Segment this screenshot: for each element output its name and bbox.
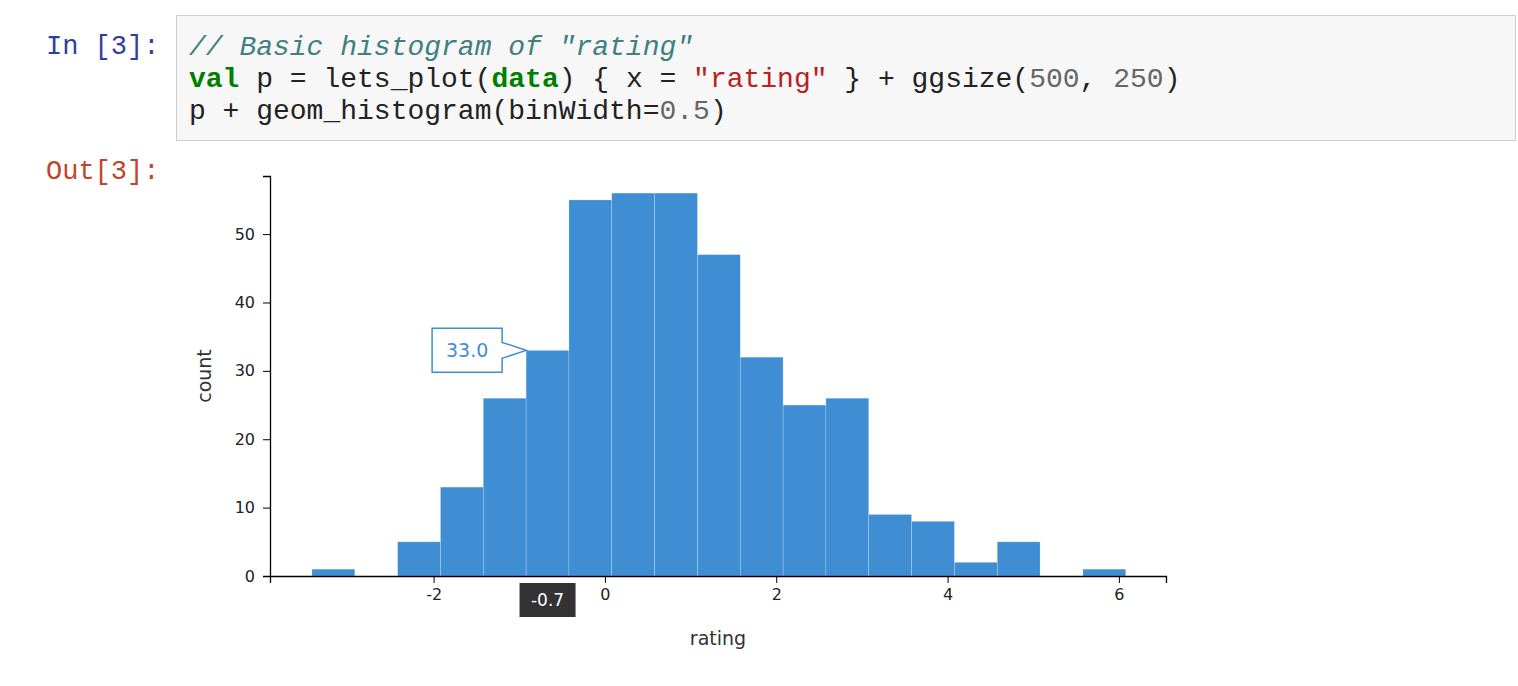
x-tick-mark bbox=[434, 576, 435, 583]
y-tick: 50 bbox=[235, 225, 270, 244]
y-tick: 30 bbox=[235, 361, 270, 380]
histogram-bar[interactable] bbox=[612, 193, 655, 576]
x-tick-label: 0 bbox=[600, 585, 610, 604]
tooltip-box bbox=[432, 328, 526, 372]
y-tick: 10 bbox=[235, 498, 270, 517]
code-token: p = lets_plot( bbox=[239, 64, 491, 95]
tooltip-text: 33.0 bbox=[446, 339, 488, 361]
y-axis-title: count bbox=[193, 349, 215, 403]
x-tick-mark bbox=[948, 576, 949, 583]
y-tick-label: 20 bbox=[235, 430, 255, 449]
y-tick-label: 10 bbox=[235, 498, 255, 517]
y-axis: 0 10 20 30 40 50 bbox=[235, 177, 271, 586]
output-prompt: Out[3]: bbox=[46, 156, 159, 188]
code-line: p + geom_histogram(binWidth=0.5) bbox=[189, 96, 1180, 128]
code-token: val bbox=[189, 64, 239, 95]
histogram-bar[interactable] bbox=[869, 514, 912, 576]
code-cell[interactable]: // Basic histogram of "rating"val p = le… bbox=[176, 15, 1516, 141]
y-tick-label: 0 bbox=[245, 567, 255, 586]
x-tick: 4 bbox=[943, 576, 953, 604]
code-token: 250 bbox=[1113, 64, 1163, 95]
y-tick: 40 bbox=[235, 293, 270, 312]
histogram-bar[interactable] bbox=[569, 200, 612, 576]
code-token: ) bbox=[710, 96, 727, 127]
y-tick-mark bbox=[263, 234, 270, 235]
axis-tooltip-box bbox=[520, 583, 576, 617]
code-token: 0.5 bbox=[659, 96, 709, 127]
code-token: data bbox=[491, 64, 558, 95]
y-tick-label: 50 bbox=[235, 225, 255, 244]
histogram-bar[interactable] bbox=[783, 405, 826, 576]
tooltip: 33.0 bbox=[432, 328, 526, 372]
code-line: val p = lets_plot(data) { x = "rating" }… bbox=[189, 64, 1180, 96]
x-tick-mark bbox=[776, 576, 777, 583]
histogram-bar[interactable] bbox=[740, 357, 783, 576]
histogram-bar[interactable] bbox=[954, 562, 997, 576]
code-token: // Basic histogram of "rating" bbox=[189, 32, 693, 63]
code-token: p + geom_histogram(binWidth= bbox=[189, 96, 659, 127]
y-tick-label: 40 bbox=[235, 293, 255, 312]
bars bbox=[312, 193, 1126, 576]
x-tick: 0 bbox=[600, 576, 610, 604]
histogram-bar[interactable] bbox=[526, 350, 569, 576]
code-token: } + ggsize( bbox=[828, 64, 1030, 95]
y-tick-mark bbox=[263, 576, 270, 577]
histogram-bar[interactable] bbox=[483, 398, 526, 576]
x-tick-mark bbox=[1119, 576, 1120, 583]
code-line: // Basic histogram of "rating" bbox=[189, 32, 1180, 64]
x-axis-title: rating bbox=[690, 627, 746, 649]
axis-tooltip-text: -0.7 bbox=[531, 590, 564, 610]
input-prompt: In [3]: bbox=[46, 31, 159, 63]
axis-tooltip: -0.7 bbox=[520, 583, 576, 617]
code: // Basic histogram of "rating"val p = le… bbox=[189, 32, 1180, 128]
code-token: ) bbox=[1164, 64, 1181, 95]
x-axis: -2 0 2 4 6 bbox=[271, 576, 1167, 604]
histogram-bar[interactable] bbox=[697, 255, 740, 576]
y-axis-line bbox=[263, 177, 271, 577]
x-tick-label: -2 bbox=[426, 585, 442, 604]
code-token: 500 bbox=[1029, 64, 1079, 95]
y-tick-mark bbox=[263, 508, 270, 509]
x-tick-label: 6 bbox=[1114, 585, 1124, 604]
y-tick: 0 bbox=[245, 567, 270, 586]
y-tick-mark bbox=[263, 302, 270, 303]
y-tick-mark bbox=[263, 371, 270, 372]
y-tick: 20 bbox=[235, 430, 270, 449]
histogram-bar[interactable] bbox=[912, 521, 955, 576]
histogram-bar[interactable] bbox=[312, 569, 355, 576]
x-tick-mark bbox=[605, 576, 606, 583]
histogram-bar[interactable] bbox=[1083, 569, 1126, 576]
x-tick-label: 4 bbox=[943, 585, 953, 604]
y-tick-label: 30 bbox=[235, 361, 255, 380]
x-axis-line bbox=[271, 577, 1167, 584]
code-token: , bbox=[1080, 64, 1114, 95]
histogram-bar[interactable] bbox=[826, 398, 869, 576]
chart: -2 0 2 4 6 0 10 20 30 40 50 rating count 33.0 -0.7 bbox=[0, 0, 1518, 686]
x-tick: -2 bbox=[426, 576, 442, 604]
code-token: "rating" bbox=[693, 64, 827, 95]
x-tick: 6 bbox=[1114, 576, 1124, 604]
y-tick-mark bbox=[263, 439, 270, 440]
histogram-bar[interactable] bbox=[398, 542, 441, 576]
x-tick-label: 2 bbox=[772, 585, 782, 604]
x-tick: 2 bbox=[772, 576, 782, 604]
code-token: ) { x = bbox=[559, 64, 693, 95]
histogram-bar[interactable] bbox=[440, 487, 483, 576]
histogram-bar[interactable] bbox=[997, 542, 1040, 576]
histogram-bar[interactable] bbox=[655, 193, 698, 576]
